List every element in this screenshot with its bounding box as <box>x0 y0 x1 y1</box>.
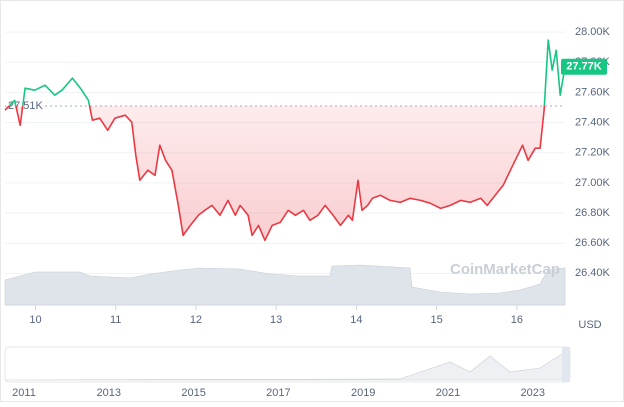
currency-label: USD <box>578 319 601 331</box>
navigator-handle[interactable] <box>562 347 570 382</box>
volume-shape <box>4 264 566 306</box>
current-label-bg <box>561 58 607 75</box>
navigator-label: 2013 <box>97 387 121 399</box>
navigator-label: 2011 <box>12 387 36 399</box>
navigator-label: 2019 <box>351 387 375 399</box>
navigator-label: 2017 <box>266 387 290 399</box>
navigator-label: 2021 <box>436 387 460 399</box>
navigator-label: 2015 <box>181 387 205 399</box>
y-tick-label: 27.20K <box>575 147 611 159</box>
x-tick-label: 14 <box>350 314 362 326</box>
x-tick-label: 13 <box>270 314 282 326</box>
x-tick-label: 11 <box>110 314 121 326</box>
x-tick-label: 15 <box>431 314 443 326</box>
area-shade <box>5 106 545 241</box>
y-tick-label: 28.00K <box>575 26 611 38</box>
current-label: 27.77K <box>566 61 602 73</box>
y-tick-label: 27.60K <box>575 86 611 98</box>
y-tick-label: 26.80K <box>575 207 611 219</box>
x-tick-label: 10 <box>29 314 41 326</box>
x-tick-label: 16 <box>511 314 523 326</box>
watermark: CoinMarketCap <box>450 261 560 278</box>
x-tick-label: 12 <box>190 314 202 326</box>
y-tick-label: 26.60K <box>575 237 611 249</box>
price-line <box>4 39 566 242</box>
navigator-label: 2023 <box>521 387 545 399</box>
y-tick-label: 27.40K <box>575 116 611 128</box>
y-tick-label: 27.00K <box>575 177 611 189</box>
y-tick-label: 26.40K <box>575 267 611 279</box>
